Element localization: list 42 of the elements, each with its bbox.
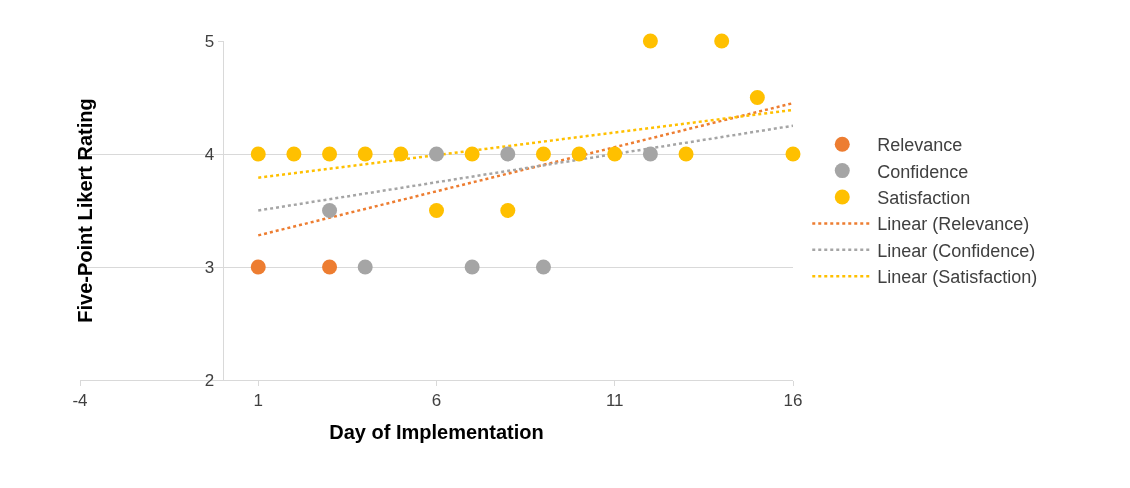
point [250, 259, 266, 275]
x-tick-label: 11 [605, 391, 624, 411]
point [393, 146, 409, 162]
point [642, 33, 658, 49]
point [571, 146, 587, 162]
y-axis-title: Five-Point Likert Rating [74, 98, 97, 323]
point [250, 146, 266, 162]
point [500, 146, 516, 162]
point [429, 203, 444, 218]
point [785, 146, 801, 162]
point [464, 146, 480, 162]
point [749, 90, 765, 105]
legend-label: Confidence [877, 161, 969, 182]
x-axis-title: Day of Implementation [329, 420, 544, 443]
legend-label: Linear (Satisfaction) [877, 267, 1038, 288]
x-tick-label: 6 [431, 391, 442, 411]
point [535, 146, 551, 162]
point [607, 146, 623, 162]
y-tick-label: 2 [204, 370, 215, 390]
x-tick-label: 16 [783, 391, 803, 411]
x-tick-label: 1 [253, 391, 263, 411]
point [714, 33, 730, 49]
point [322, 203, 338, 218]
legend-label: Linear (Relevance) [877, 214, 1030, 235]
y-tick-label: 4 [204, 144, 215, 164]
point [357, 146, 373, 162]
x-tick-label: -4 [72, 391, 88, 411]
point [286, 146, 302, 162]
point [322, 259, 338, 275]
point [429, 146, 444, 162]
point [535, 259, 551, 275]
point [464, 259, 480, 275]
legend-label: Satisfaction [877, 188, 971, 209]
y-tick-label: 3 [204, 257, 215, 277]
legend-label: Relevance [877, 135, 963, 156]
legend-label: Linear (Confidence) [877, 240, 1036, 261]
point [322, 146, 338, 162]
point [642, 146, 658, 162]
point [357, 259, 373, 275]
point [500, 203, 516, 218]
point [678, 146, 694, 162]
y-tick-label: 5 [204, 31, 215, 51]
